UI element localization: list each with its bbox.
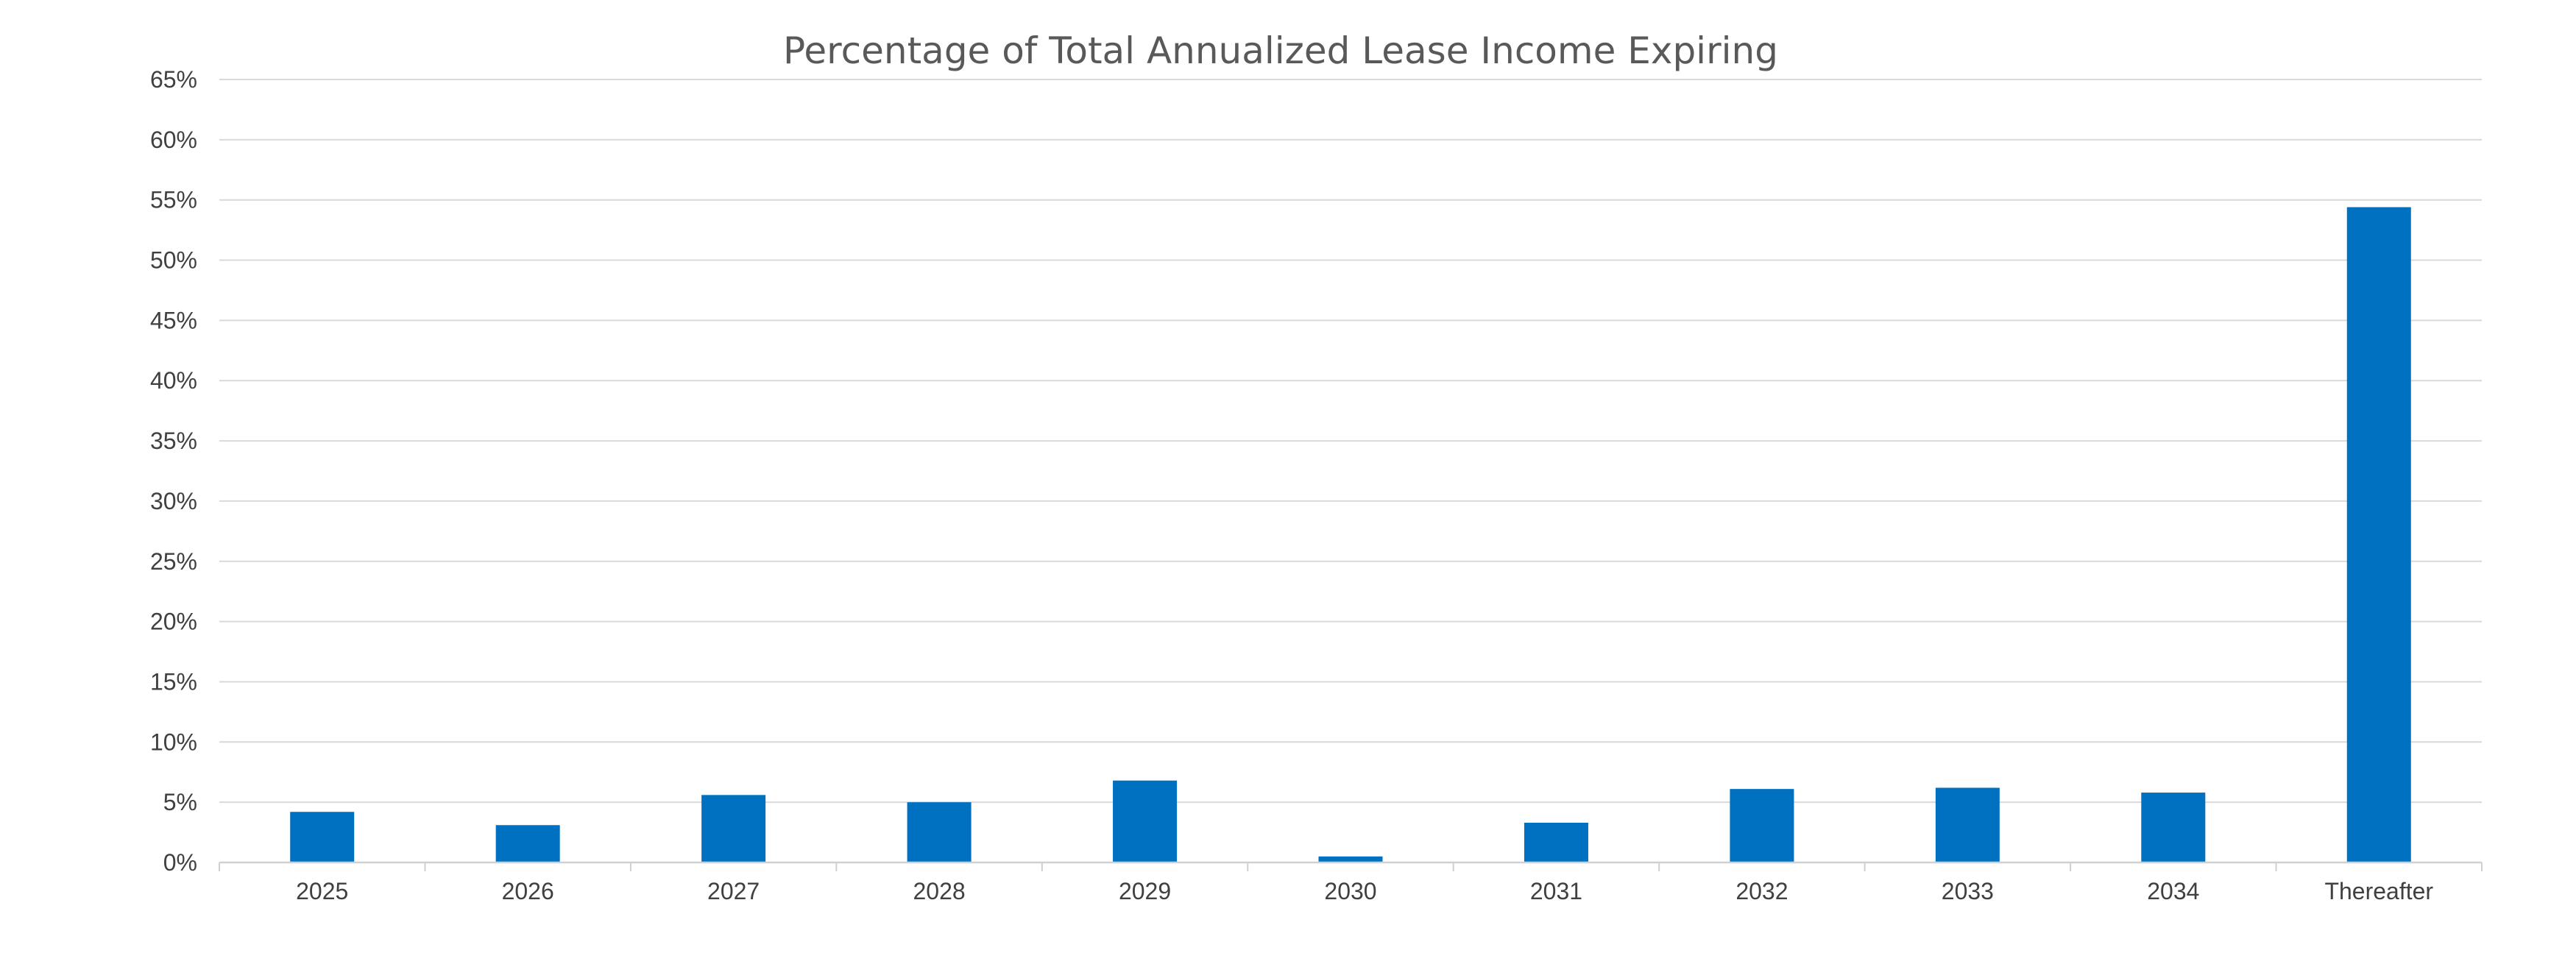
y-tick-label: 50% xyxy=(150,247,197,274)
chart-title: Percentage of Total Annualized Lease Inc… xyxy=(783,29,1778,72)
bar-2033 xyxy=(1935,787,2000,862)
bar-2025 xyxy=(290,812,355,862)
y-tick-label: 30% xyxy=(150,488,197,514)
x-tick-label: 2034 xyxy=(2147,878,2199,904)
x-tick-label: 2033 xyxy=(1942,878,1994,904)
bar-thereafter xyxy=(2346,207,2411,862)
bar-2026 xyxy=(495,825,560,862)
y-tick-label: 55% xyxy=(150,187,197,213)
bar-2028 xyxy=(907,802,972,862)
y-tick-label: 60% xyxy=(150,127,197,153)
x-axis xyxy=(219,861,2483,871)
x-tick-label: Thereafter xyxy=(2324,878,2433,904)
x-tick-label: 2027 xyxy=(707,878,760,904)
y-tick-label: 15% xyxy=(150,668,197,695)
bar-2030 xyxy=(1318,856,1383,862)
x-tick-label: 2028 xyxy=(913,878,965,904)
x-tick-label: 2025 xyxy=(296,878,348,904)
y-axis-tick-labels: 0% 5% 10% 15% 20% 25% 30% 35% 40% 45% 50% 55% 60% 65% xyxy=(150,66,197,876)
bars xyxy=(290,207,2411,862)
bar-2031 xyxy=(1524,822,1588,862)
y-tick-label: 10% xyxy=(150,729,197,755)
bar-2029 xyxy=(1113,780,1178,862)
bar-2027 xyxy=(701,795,766,862)
bar-2034 xyxy=(2141,793,2206,862)
y-tick-label: 40% xyxy=(150,367,197,394)
bar-2032 xyxy=(1730,789,1794,862)
x-tick-label: 2032 xyxy=(1735,878,1788,904)
x-tick-label: 2030 xyxy=(1324,878,1376,904)
x-tick-label: 2026 xyxy=(502,878,554,904)
y-tick-label: 0% xyxy=(163,849,197,876)
x-tick-label: 2031 xyxy=(1530,878,1582,904)
y-tick-label: 45% xyxy=(150,307,197,333)
y-tick-label: 5% xyxy=(163,789,197,815)
y-tick-label: 65% xyxy=(150,66,197,93)
gridlines xyxy=(219,79,2482,804)
x-tick-label: 2029 xyxy=(1119,878,1171,904)
y-tick-label: 25% xyxy=(150,548,197,575)
x-axis-tick-labels: 2025 2026 2027 2028 2029 2030 2031 2032 2033 2034… xyxy=(296,878,2433,904)
y-tick-label: 35% xyxy=(150,428,197,454)
y-tick-label: 20% xyxy=(150,609,197,635)
